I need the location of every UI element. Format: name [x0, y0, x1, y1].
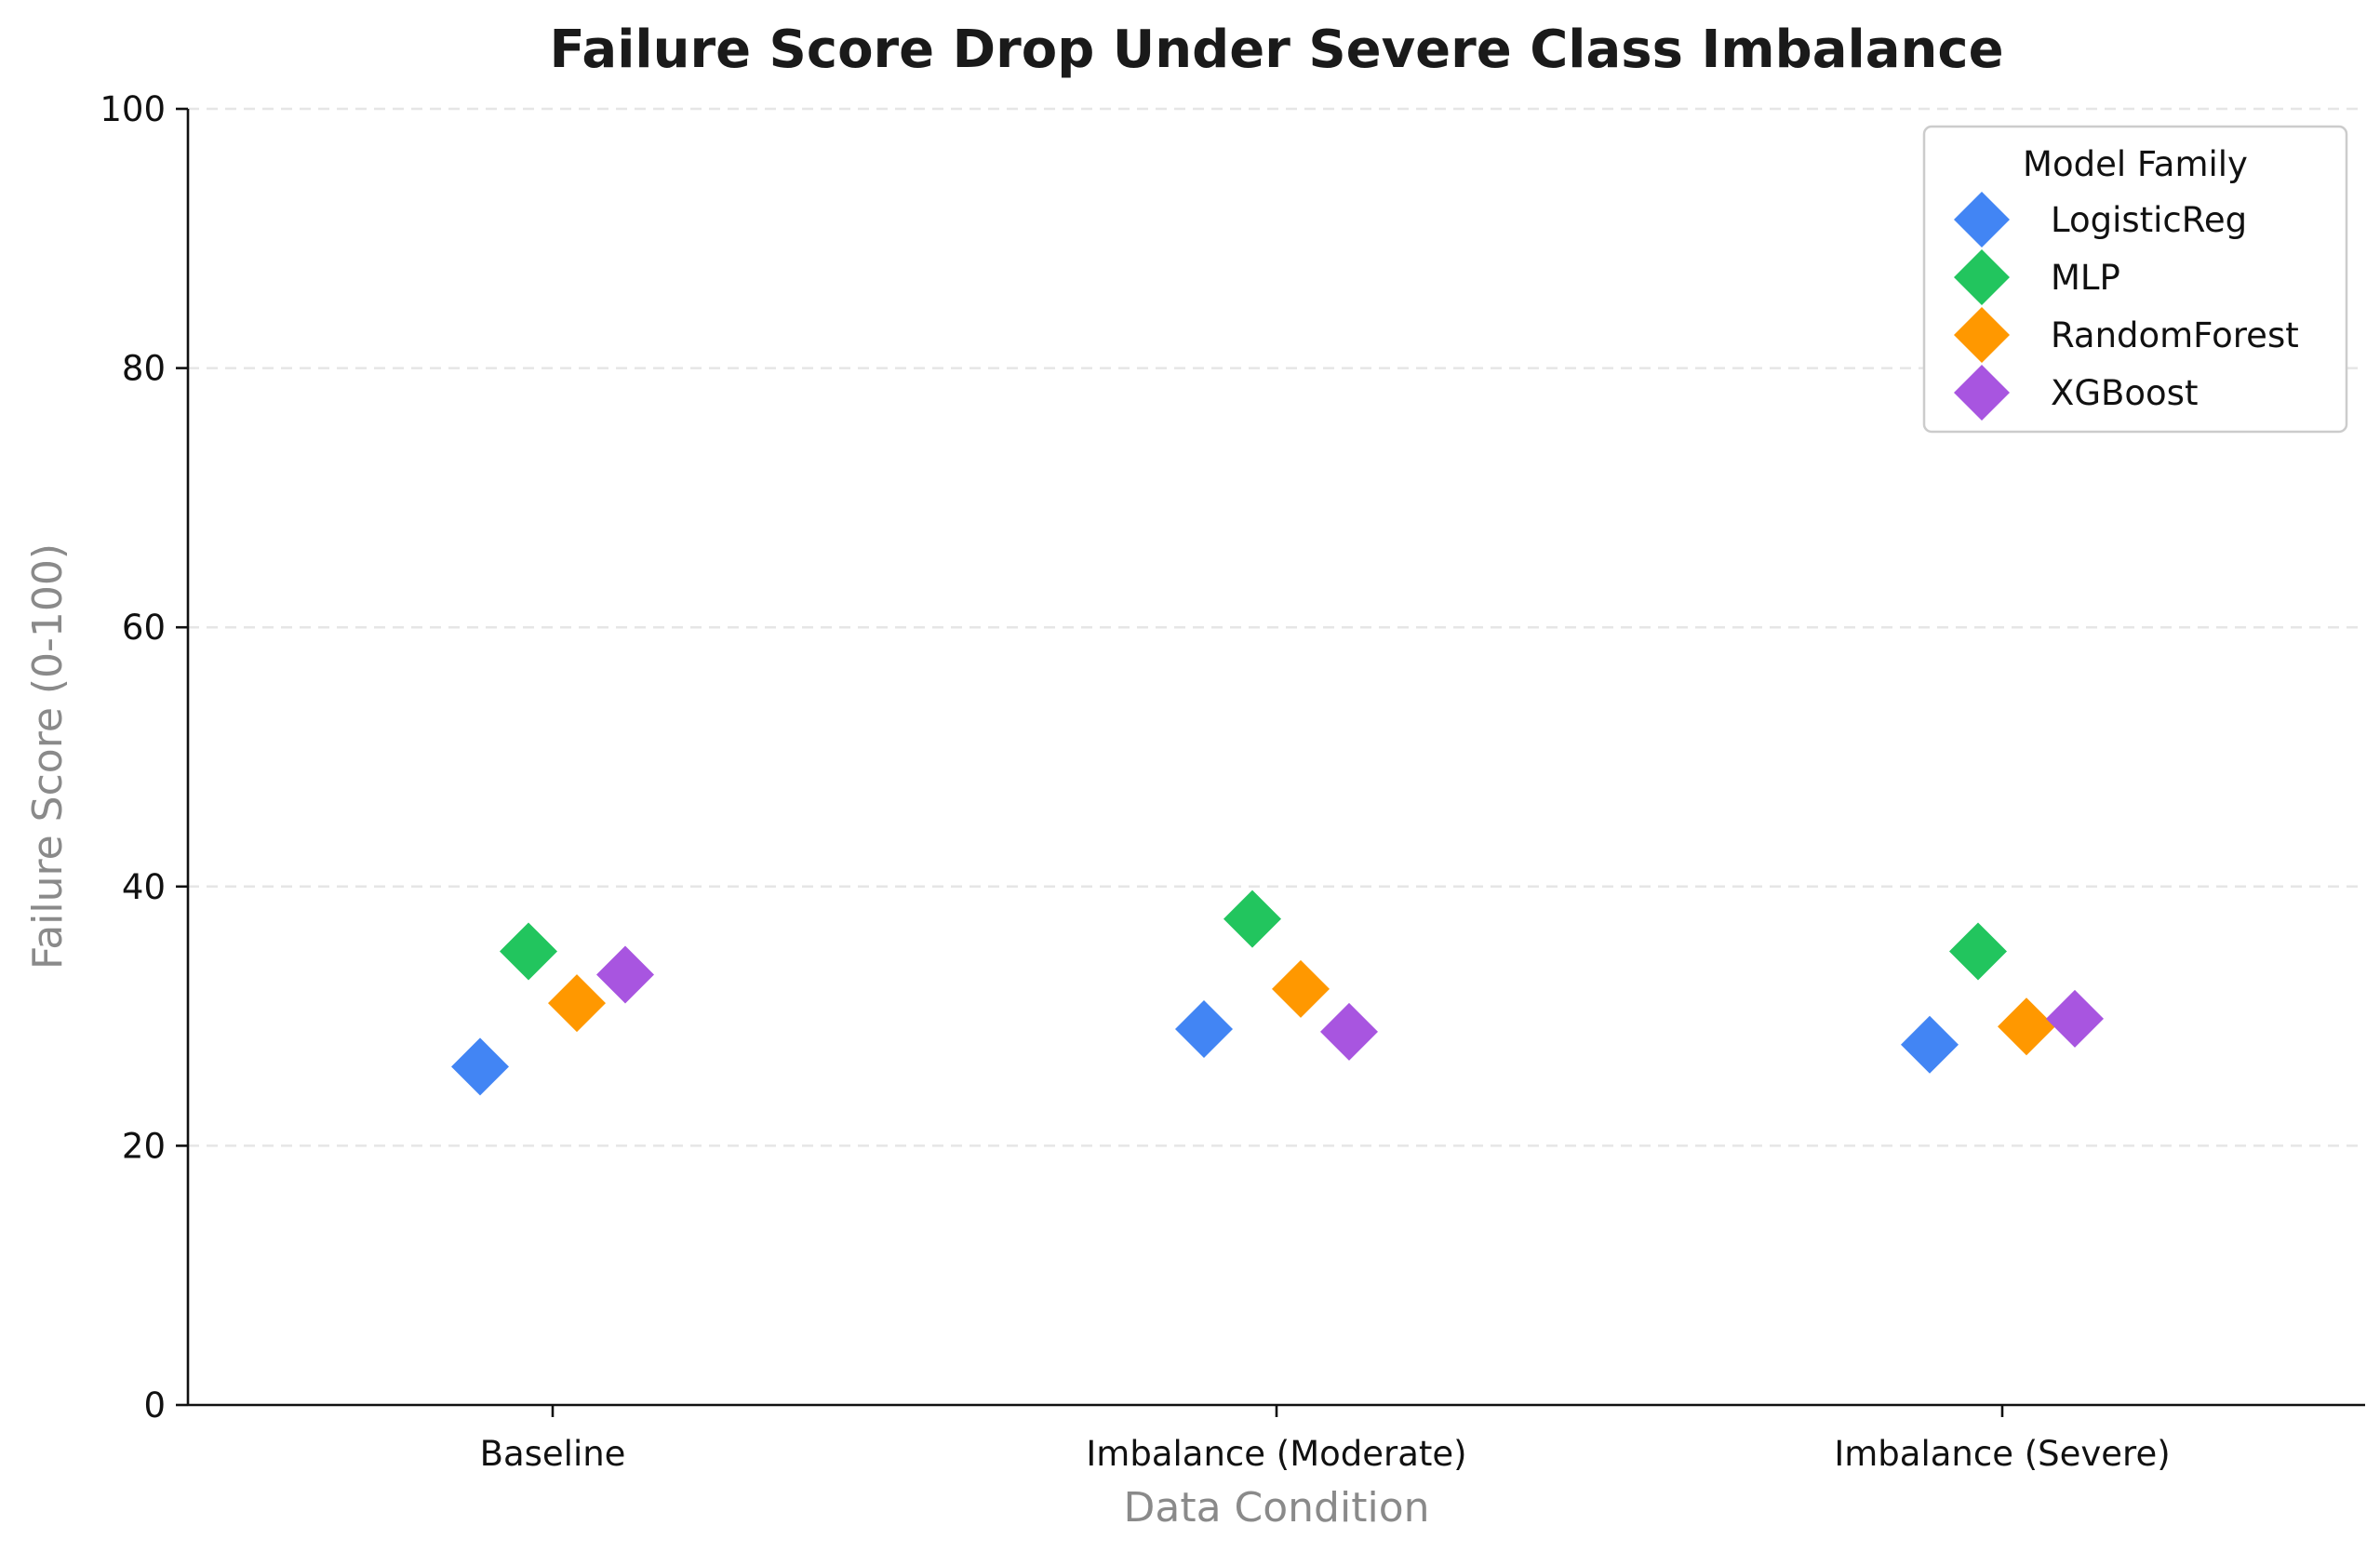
y-tick-label: 100 — [100, 89, 166, 129]
y-tick-label: 20 — [122, 1126, 166, 1166]
data-point — [2046, 989, 2104, 1048]
legend-label: LogisticReg — [2051, 200, 2247, 240]
data-point — [596, 945, 654, 1004]
x-axis-ticks: Baseline Imbalance (Moderate) Imbalance (S… — [480, 1405, 2171, 1474]
legend: Model Family LogisticReg MLP RandomForest X… — [1922, 125, 2348, 434]
legend-title: Model Family — [2023, 144, 2248, 184]
y-axis-label: Failure Score (0-100) — [24, 543, 72, 970]
legend-marker — [1954, 307, 2010, 363]
data-point — [1320, 1002, 1378, 1061]
data-point — [500, 922, 557, 981]
y-tick-label: 80 — [122, 349, 166, 389]
data-point — [1223, 890, 1281, 948]
x-tick-label: Imbalance (Moderate) — [1086, 1434, 1466, 1474]
y-tick-label: 40 — [122, 867, 166, 907]
data-point — [1272, 959, 1330, 1018]
legend-marker — [1954, 192, 2010, 248]
x-axis-label: Data Condition — [1123, 1484, 1429, 1532]
data-points — [451, 890, 2104, 1096]
y-axis-ticks: 0 20 40 60 80 100 — [100, 89, 188, 1425]
x-tick-label: Baseline — [480, 1434, 626, 1474]
data-point — [1901, 1015, 1959, 1074]
y-tick-label: 0 — [143, 1385, 166, 1425]
data-point — [1949, 922, 2007, 981]
data-point — [1175, 1000, 1233, 1059]
legend-label: RandomForest — [2051, 315, 2299, 355]
data-point — [548, 974, 606, 1033]
data-point — [451, 1037, 509, 1096]
legend-marker — [1954, 249, 2010, 305]
data-point — [1998, 997, 2055, 1056]
x-tick-label: Imbalance (Severe) — [1834, 1434, 2170, 1474]
y-tick-label: 60 — [122, 608, 166, 648]
legend-label: MLP — [2051, 258, 2120, 298]
legend-label: XGBoost — [2051, 373, 2198, 413]
legend-frame — [1922, 125, 2348, 434]
chart-title: Failure Score Drop Under Severe Class Im… — [549, 20, 2003, 80]
legend-marker — [1954, 365, 2010, 421]
